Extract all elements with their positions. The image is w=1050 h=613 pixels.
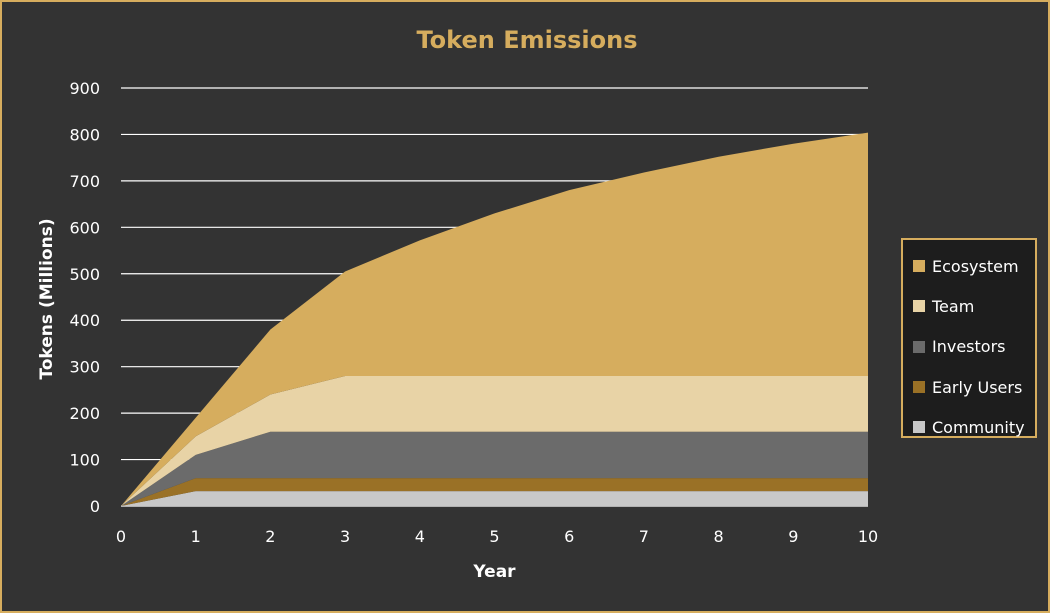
area-series: [121, 132, 868, 506]
area-community: [121, 491, 868, 506]
legend-swatch: [913, 421, 925, 434]
area-early-users: [121, 478, 868, 506]
legend-label: Community: [932, 417, 1025, 437]
legend-item-community: Community: [913, 407, 1035, 447]
x-tick-label: 2: [265, 527, 275, 546]
y-tick-label: 400: [69, 311, 100, 330]
chart-title: Token Emissions: [416, 26, 638, 54]
axis-ticks: 0 100 200 300 400 500 600 700 800 900 0 1 2 3 4 5 6 7 8 9 10: [69, 79, 878, 546]
legend-label: Ecosystem: [932, 256, 1019, 276]
y-tick-label: 900: [69, 79, 100, 98]
legend-label: Early Users: [932, 377, 1023, 397]
x-tick-label: 0: [116, 527, 126, 546]
legend-item-ecosystem: Ecosystem: [913, 246, 1035, 286]
legend-item-team: Team: [913, 286, 1035, 326]
x-tick-label: 3: [340, 527, 350, 546]
y-tick-label: 300: [69, 358, 100, 377]
area-ecosystem: [121, 132, 868, 506]
y-tick-label: 600: [69, 218, 100, 237]
legend-label: Team: [932, 296, 975, 316]
x-axis-label: Year: [472, 562, 516, 582]
legend-swatch: [913, 381, 925, 394]
x-tick-label: 5: [489, 527, 499, 546]
y-tick-label: 0: [90, 497, 100, 516]
area-investors: [121, 431, 868, 506]
legend-swatch: [913, 260, 925, 273]
y-tick-label: 800: [69, 125, 100, 144]
x-tick-label: 9: [788, 527, 798, 546]
legend-label: Investors: [932, 337, 1006, 357]
x-tick-label: 10: [858, 527, 878, 546]
x-tick-label: 8: [714, 527, 724, 546]
y-axis-label: Tokens (Millions): [37, 218, 57, 379]
legend: Ecosystem Team Investors Early Users Communi…: [901, 238, 1037, 438]
x-tick-label: 1: [191, 527, 201, 546]
x-tick-label: 6: [564, 527, 574, 546]
y-tick-label: 700: [69, 172, 100, 191]
y-tick-label: 100: [69, 451, 100, 470]
y-tick-label: 200: [69, 404, 100, 423]
legend-item-early-users: Early Users: [913, 367, 1035, 407]
legend-swatch: [913, 340, 925, 353]
legend-item-investors: Investors: [913, 327, 1035, 367]
legend-swatch: [913, 300, 925, 313]
area-team: [121, 375, 868, 506]
x-tick-label: 4: [415, 527, 425, 546]
x-tick-label: 7: [639, 527, 649, 546]
y-tick-label: 500: [69, 265, 100, 284]
